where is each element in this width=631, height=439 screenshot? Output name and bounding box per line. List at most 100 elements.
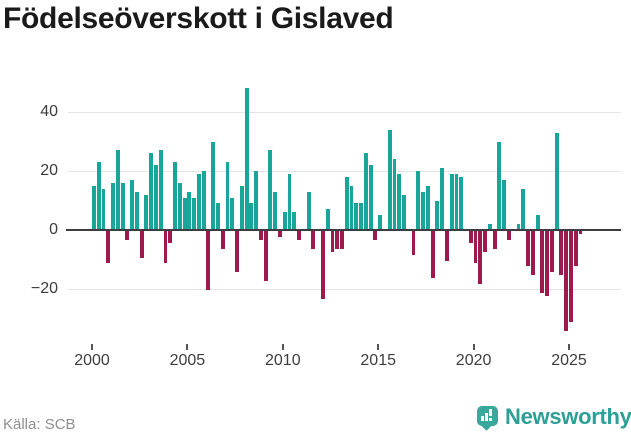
- bar-negative: [163, 231, 168, 264]
- bar-negative: [506, 231, 511, 240]
- bar-negative: [569, 231, 573, 323]
- bar-positive: [354, 203, 359, 230]
- bar-positive: [268, 150, 273, 230]
- bar-positive: [449, 173, 454, 230]
- bar-positive: [459, 176, 464, 230]
- bar-positive: [392, 159, 397, 230]
- bar-negative: [278, 231, 282, 237]
- bar-negative: [411, 231, 416, 255]
- bar-negative: [578, 231, 583, 234]
- x-axis-label: 2005: [169, 352, 206, 369]
- bar-positive: [425, 185, 430, 230]
- bar-positive: [397, 173, 402, 230]
- bar-negative: [297, 231, 301, 240]
- bar-negative: [335, 231, 340, 249]
- bar-positive: [254, 171, 259, 230]
- bar-negative: [444, 231, 449, 261]
- y-axis-label: 0: [49, 221, 58, 238]
- x-axis-tick: [91, 344, 93, 350]
- bar-positive: [144, 194, 149, 230]
- bar-positive: [416, 171, 421, 230]
- bar-positive: [134, 191, 139, 230]
- bar-positive: [349, 185, 354, 230]
- bar-positive: [92, 185, 96, 230]
- bar-negative: [559, 231, 564, 276]
- bar-positive: [421, 191, 426, 230]
- gridline: [68, 171, 621, 172]
- bar-negative: [430, 231, 435, 279]
- bar-negative: [263, 231, 268, 282]
- bar-positive: [282, 212, 287, 230]
- x-axis-tick: [186, 344, 189, 350]
- bar-negative: [168, 231, 173, 243]
- x-axis-label: 2020: [455, 352, 492, 369]
- bar-positive: [502, 179, 507, 230]
- bar-positive: [306, 191, 311, 230]
- bar-positive: [487, 224, 492, 230]
- bar-positive: [115, 150, 120, 230]
- bar-positive: [101, 188, 106, 230]
- bar-negative: [258, 231, 263, 240]
- bar-negative: [220, 231, 225, 249]
- bar-negative: [320, 231, 325, 299]
- bar-positive: [130, 179, 135, 230]
- source-text: Källa: SCB: [3, 416, 76, 433]
- badge-exclamation-icon: [489, 409, 492, 416]
- bar-negative: [549, 231, 554, 273]
- newsworthy-wordmark: Newsworthy: [505, 404, 631, 429]
- bar-positive: [225, 162, 230, 230]
- y-axis-label: −20: [30, 280, 58, 297]
- bar-positive: [244, 88, 249, 230]
- bar-positive: [378, 215, 383, 230]
- x-axis-label: 2000: [74, 352, 110, 369]
- bar-negative: [373, 231, 378, 240]
- bar-positive: [201, 171, 206, 230]
- badge-bar-icon: [481, 416, 484, 421]
- bar-positive: [211, 141, 216, 230]
- bar-negative: [564, 231, 569, 332]
- bar-positive: [521, 188, 526, 230]
- bar-positive: [187, 191, 192, 230]
- bar-positive: [111, 182, 115, 230]
- bar-negative: [540, 231, 545, 293]
- bar-negative: [125, 231, 130, 240]
- badge-exclamation-dot-icon: [489, 418, 492, 421]
- bar-positive: [497, 141, 502, 230]
- bar-positive: [440, 168, 445, 230]
- bar-negative: [206, 231, 211, 290]
- y-axis-label: 20: [40, 162, 58, 179]
- gridline: [68, 112, 621, 113]
- bar-positive: [344, 176, 349, 230]
- bar-positive: [216, 203, 220, 230]
- bar-positive: [435, 200, 440, 230]
- bar-negative: [330, 231, 335, 252]
- bar-positive: [454, 173, 459, 230]
- bar-negative: [340, 231, 344, 249]
- bar-negative: [545, 231, 550, 296]
- bar-positive: [182, 197, 187, 230]
- bar-positive: [363, 153, 368, 230]
- bar-negative: [530, 231, 535, 276]
- bar-negative: [468, 231, 473, 243]
- y-axis-label: 40: [40, 103, 58, 120]
- bar-positive: [292, 212, 297, 230]
- newsworthy-badge-icon: [477, 406, 498, 431]
- bar-positive: [154, 165, 158, 230]
- bar-positive: [359, 203, 363, 230]
- bar-negative: [526, 231, 530, 267]
- bar-negative: [478, 231, 483, 285]
- bar-positive: [149, 153, 154, 230]
- bar-positive: [239, 185, 244, 230]
- bar-positive: [196, 173, 201, 230]
- x-axis-label: 2025: [551, 352, 587, 369]
- bar-negative: [235, 231, 239, 273]
- bar-positive: [516, 224, 521, 230]
- bar-positive: [325, 209, 330, 230]
- bar-negative: [473, 231, 478, 264]
- bar-positive: [230, 197, 235, 230]
- bar-negative: [139, 231, 144, 258]
- bar-negative: [311, 231, 316, 249]
- bar-positive: [273, 191, 278, 230]
